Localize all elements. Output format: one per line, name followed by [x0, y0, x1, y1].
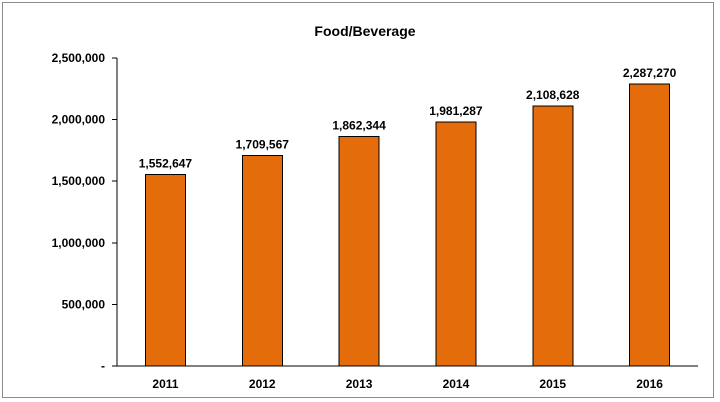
y-tick-label: 1,000,000: [52, 236, 106, 250]
data-label-2012: 1,709,567: [236, 137, 290, 151]
y-tick-label: 2,000,000: [52, 113, 106, 127]
bar-2012: [241, 154, 283, 367]
bar-2013: [338, 136, 380, 367]
bars: [144, 83, 671, 367]
y-tick-label: -: [101, 359, 105, 373]
x-tick-label-2012: 2012: [249, 377, 276, 391]
y-tick-label: 500,000: [62, 297, 106, 311]
x-tick-label-2014: 2014: [443, 377, 470, 391]
bar-2011: [144, 174, 186, 367]
data-label-2014: 1,981,287: [429, 104, 483, 118]
data-labels: 1,552,647 1,709,567 1,862,344 1,981,287 2,10…: [139, 66, 677, 171]
x-tick-label-2016: 2016: [636, 377, 663, 391]
bar-2015: [532, 105, 574, 367]
data-label-2015: 2,108,628: [526, 88, 580, 102]
x-tick-label-2013: 2013: [346, 377, 373, 391]
x-axis-ticks: 2011 2012 2013 2014 2015 2016: [152, 377, 663, 391]
data-label-2013: 1,862,344: [332, 119, 386, 133]
y-tick-label: 1,500,000: [52, 174, 106, 188]
bar-2016: [629, 83, 671, 367]
data-label-2016: 2,287,270: [623, 66, 677, 80]
y-tick-label: 2,500,000: [52, 51, 106, 65]
bar-2014: [435, 121, 477, 367]
x-tick-label-2011: 2011: [152, 377, 178, 391]
chart-title: Food/Beverage: [314, 23, 415, 39]
data-label-2011: 1,552,647: [139, 157, 193, 171]
y-axis-ticks: - 500,000 1,000,000 1,500,000 2,000,000 2,500…: [52, 51, 117, 373]
x-tick-label-2015: 2015: [539, 377, 566, 391]
